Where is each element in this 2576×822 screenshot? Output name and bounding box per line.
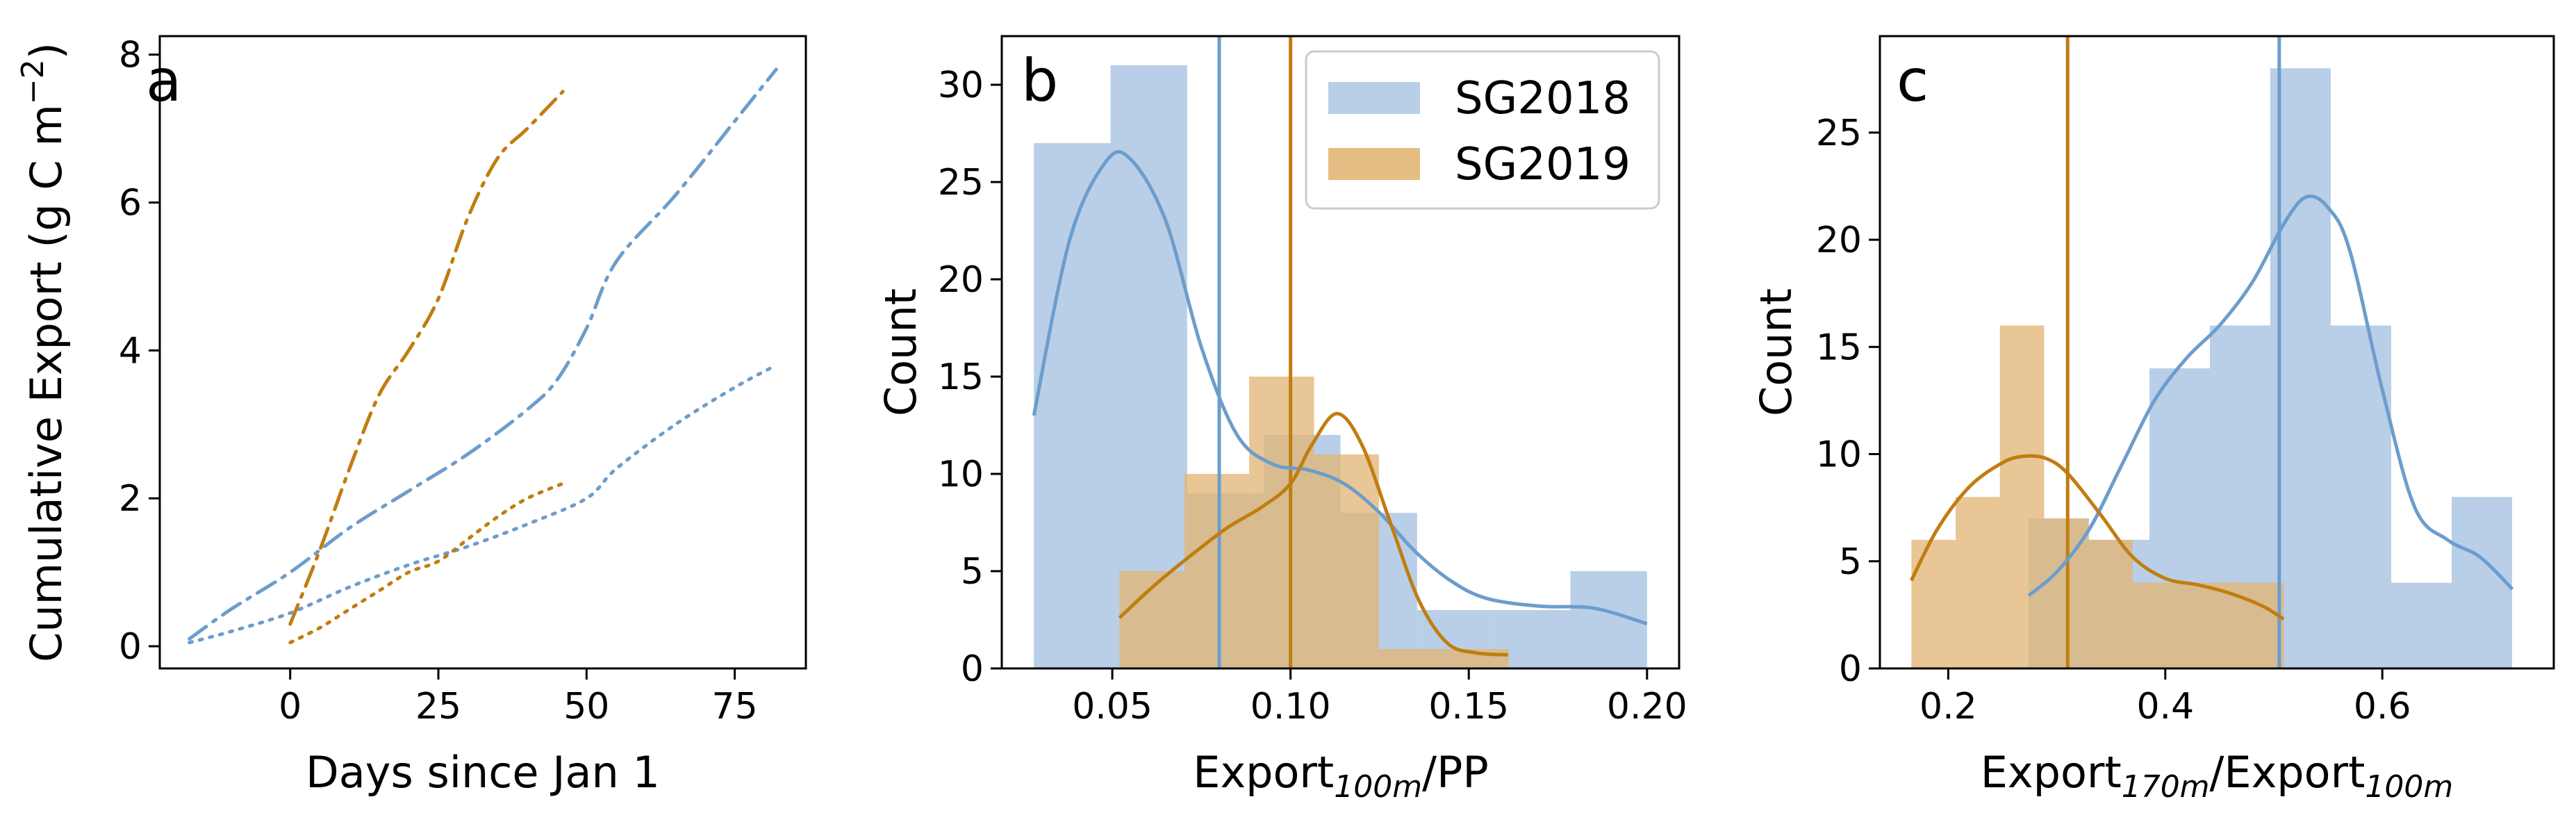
panel-a-frame [158, 35, 807, 670]
legend-label-sg2019: SG2019 [1455, 139, 1630, 190]
c-ytick-label: 0 [1839, 648, 1862, 690]
b-ytick-label: 15 [938, 356, 984, 398]
c-xtick-label: 0.2 [1919, 686, 1977, 728]
panel-a-ylabel-end: ) [21, 42, 72, 59]
c-ytick-label: 15 [1816, 327, 1862, 368]
a-ytick-label: 2 [119, 478, 142, 520]
panel-c-frame [1879, 35, 2555, 670]
panel-c-marks [1910, 36, 2514, 669]
a-ytick-label: 8 [119, 35, 142, 76]
b-ytick-label: 30 [938, 65, 984, 106]
kde-curve-sg2018 [2027, 194, 2514, 598]
panel-a: 0 25 50 75 0 2 4 6 8 a Days since Jan 1 Cumulati… [15, 35, 807, 798]
panel-a-ylabel: Cumulative Export (g C m−2) [15, 42, 72, 662]
panel-b-xlabel-sub: 100m [1334, 769, 1422, 805]
panel-a-ylabel-exp: −2 [15, 59, 51, 104]
panel-c-xlabel-sub2: 100m [2365, 769, 2453, 805]
a-ytick-label: 0 [119, 626, 142, 668]
panel-c-xlabel-main: Export [1981, 747, 2122, 798]
panel-b-xlabel-main: Export [1193, 747, 1334, 798]
b-ytick-label: 25 [938, 162, 984, 204]
bar-sg2018 [2391, 582, 2452, 668]
b-xtick-label: 0.05 [1072, 686, 1153, 728]
bar-sg2019 [2221, 582, 2266, 668]
bar-sg2019 [2088, 539, 2133, 668]
b-ytick-label: 20 [938, 259, 984, 301]
c-ytick-label: 5 [1839, 541, 1862, 583]
bar-sg2019 [2132, 582, 2177, 668]
panel-c-ylabel: Count [1751, 288, 1801, 416]
panel-b-letter: b [1021, 47, 1058, 115]
bar-sg2019 [2265, 582, 2284, 668]
a-ytick-label: 6 [119, 182, 142, 224]
b-xtick-label: 0.10 [1250, 686, 1331, 728]
panel-a-ylabel-main: Cumulative Export (g C m [21, 104, 72, 662]
kde-curve-sg2019 [1118, 411, 1508, 657]
bar-sg2019 [1249, 377, 1314, 668]
legend-label-sg2018: SG2018 [1455, 73, 1630, 124]
panel-b-frame [1000, 35, 1681, 670]
legend: SG2018 SG2019 [1305, 50, 1660, 210]
bar-sg2019 [1184, 474, 1250, 668]
c-xtick-label: 0.6 [2354, 686, 2411, 728]
series-line-sg2019-dotted [288, 482, 565, 645]
bar-sg2018 [2452, 497, 2513, 668]
panel-c-ticks: 0.2 0.4 0.6 0 5 10 15 20 25 [1816, 113, 2411, 728]
c-xtick-label: 0.4 [2136, 686, 2194, 728]
b-ytick-label: 5 [961, 551, 984, 593]
panel-a-xlabel: Days since Jan 1 [306, 747, 660, 798]
bar-sg2019 [1956, 497, 2000, 668]
panel-c-xlabel: Export170m/Export100m [1981, 747, 2453, 805]
bar-sg2019 [1378, 649, 1444, 668]
bar-sg2018 [2331, 325, 2392, 668]
panel-b: 0.05 0.10 0.15 0.20 0 5 10 15 20 25 30 b Export100… [875, 35, 1687, 805]
b-xtick-label: 0.15 [1428, 686, 1509, 728]
panel-b-xlabel: Export100m/PP [1193, 747, 1488, 805]
panel-c-letter: c [1897, 47, 1929, 115]
c-ytick-label: 20 [1816, 220, 1862, 261]
b-ytick-label: 10 [938, 454, 984, 495]
b-ytick-label: 0 [961, 648, 984, 690]
series-line-sg2018-dotted [188, 363, 778, 645]
panel-a-letter: a [146, 47, 181, 115]
bar-sg2018 [1034, 143, 1111, 668]
kde-curve-sg2018 [1032, 150, 1648, 626]
a-xtick-label: 25 [415, 686, 461, 728]
a-xtick-label: 0 [279, 686, 302, 728]
panel-b-ticks: 0.05 0.10 0.15 0.20 0 5 10 15 20 25 30 [938, 65, 1687, 728]
panel-c: 0.2 0.4 0.6 0 5 10 15 20 25 c Export170m/Export1… [1751, 35, 2555, 805]
c-ytick-label: 10 [1816, 434, 1862, 476]
panel-a-ticks: 0 25 50 75 0 2 4 6 8 [119, 35, 758, 728]
panel-c-xlabel-sub: 170m [2122, 769, 2210, 805]
bar-sg2019 [1911, 539, 1956, 668]
series-line-sg2018-dashdot [188, 67, 778, 641]
panel-c-xlabel-mid: /Export [2210, 747, 2366, 798]
bar-sg2019 [2177, 582, 2222, 668]
panel-b-marks [1032, 36, 1648, 668]
panel-b-ylabel: Count [875, 288, 926, 416]
a-xtick-label: 50 [563, 686, 609, 728]
bar-sg2019 [1314, 454, 1379, 668]
legend-swatch-sg2018 [1328, 82, 1420, 114]
c-ytick-label: 25 [1816, 113, 1862, 154]
b-xtick-label: 0.20 [1607, 686, 1687, 728]
panel-b-xlabel-end: /PP [1422, 747, 1489, 798]
a-ytick-label: 4 [119, 330, 142, 372]
a-xtick-label: 75 [712, 686, 758, 728]
kde-curve-sg2019 [1910, 454, 2285, 621]
bar-sg2019 [1999, 325, 2045, 668]
panel-a-marks [188, 67, 778, 645]
series-line-sg2019-dashdot [288, 90, 565, 626]
legend-swatch-sg2019 [1328, 148, 1420, 180]
